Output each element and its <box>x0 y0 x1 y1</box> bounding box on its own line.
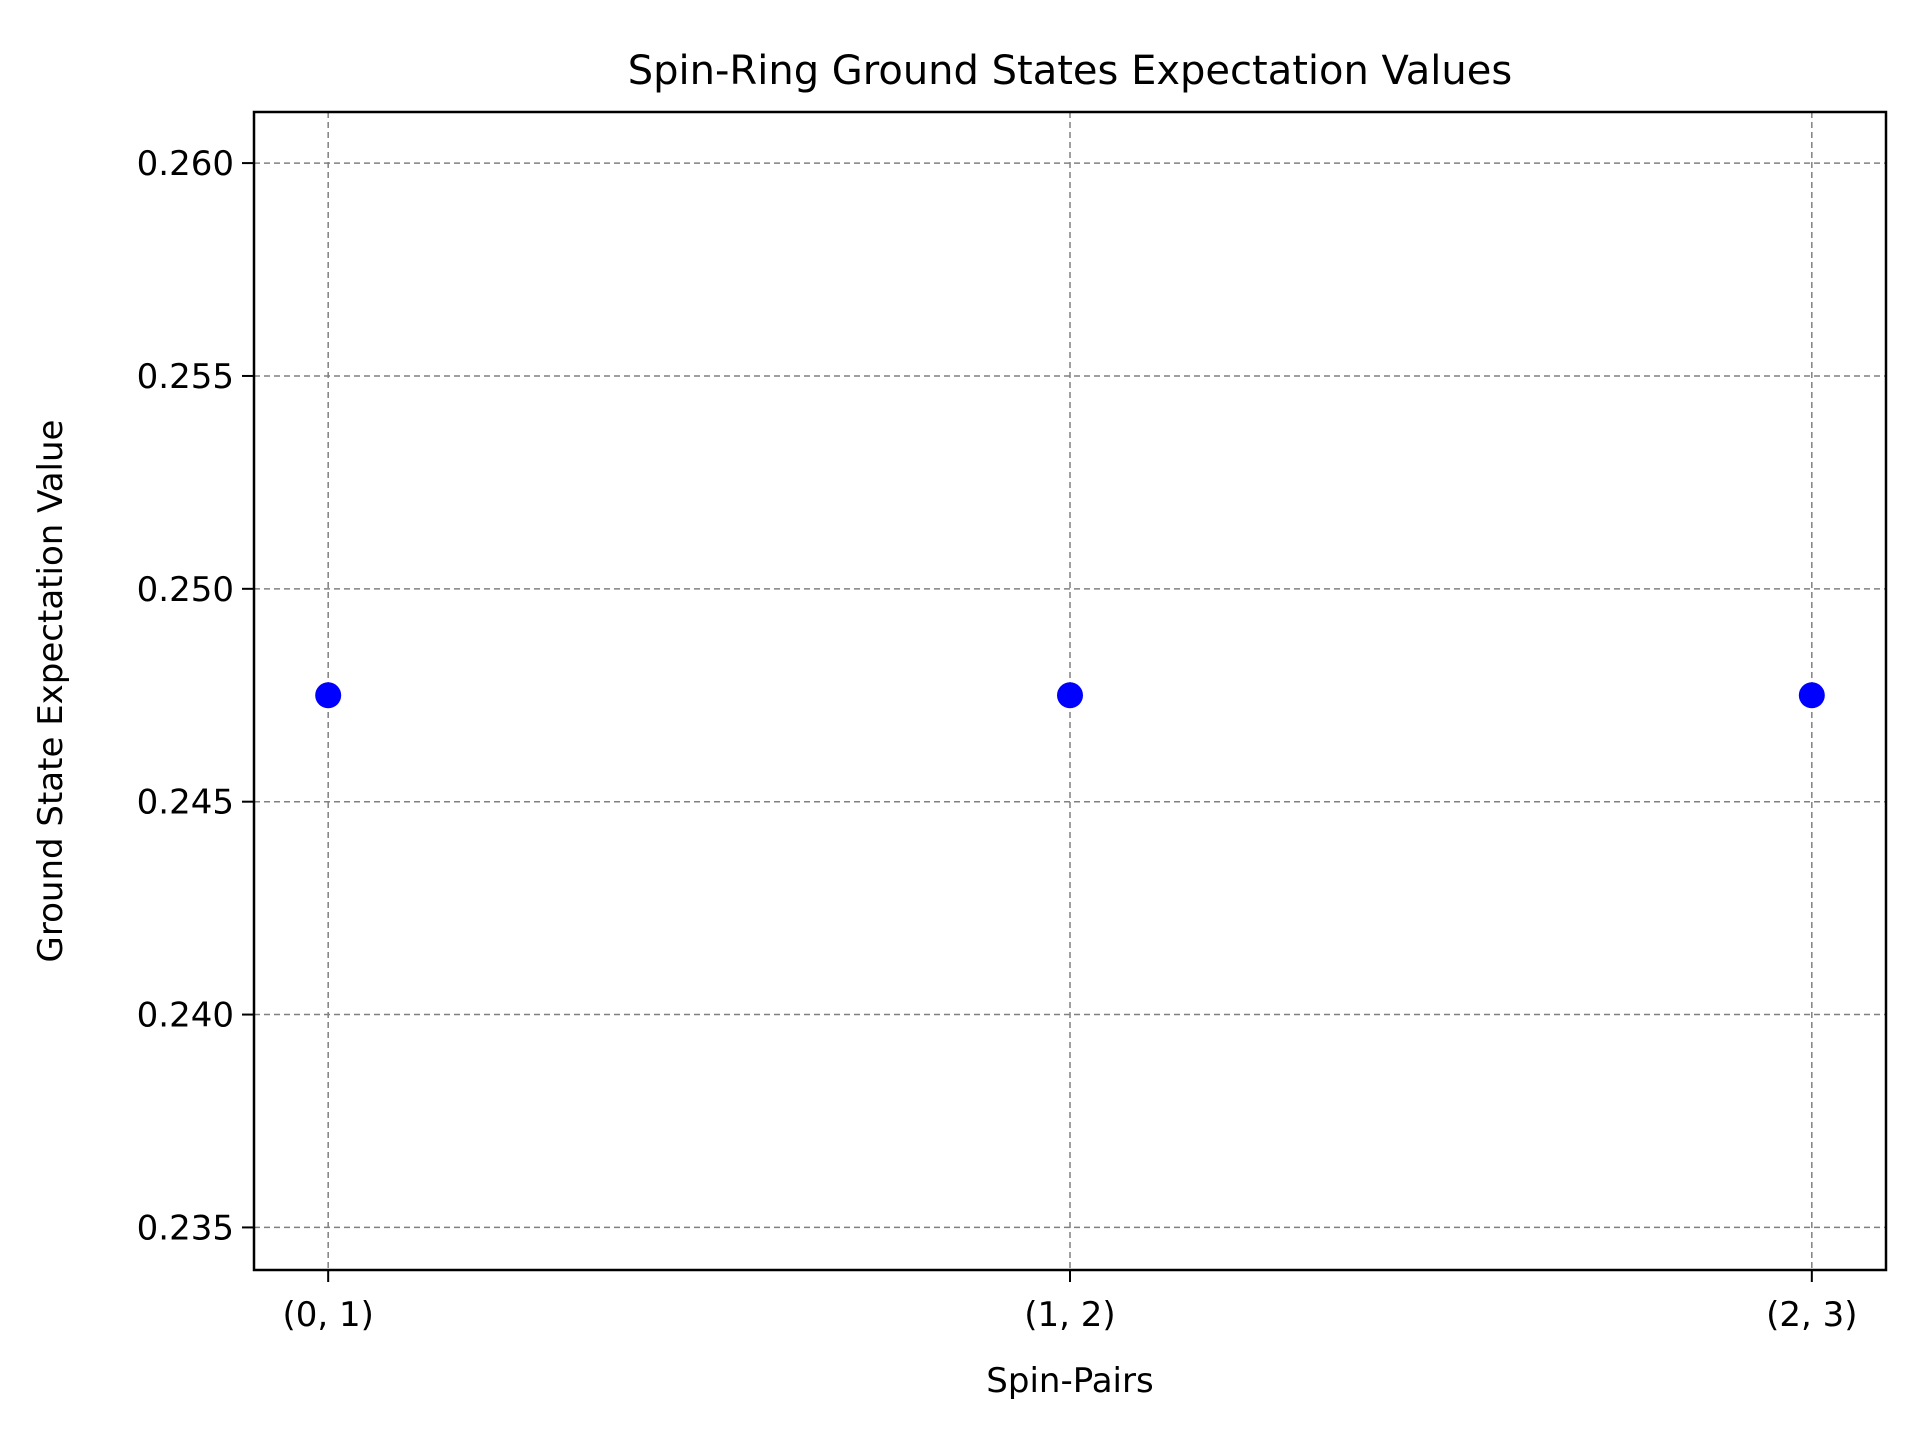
chart-title: Spin-Ring Ground States Expectation Valu… <box>628 48 1512 94</box>
x-tick-label: (2, 3) <box>1766 1295 1857 1335</box>
x-tick-label: (1, 2) <box>1024 1295 1115 1335</box>
y-tick-label: 0.250 <box>137 570 234 610</box>
x-tick-label: (0, 1) <box>282 1295 373 1335</box>
data-point <box>1057 682 1083 709</box>
y-axis-label: Ground State Expectation Value <box>31 420 71 963</box>
marks-layer <box>315 682 1825 709</box>
y-tick-label: 0.240 <box>137 996 234 1036</box>
x-axis-label: Spin-Pairs <box>986 1361 1153 1401</box>
data-point <box>315 682 342 709</box>
y-tick-label: 0.235 <box>137 1208 234 1248</box>
ticks-layer: 0.235 0.240 0.245 0.250 0.255 0.260 (0, 1) (1, … <box>137 144 1858 1335</box>
y-tick-label: 0.245 <box>137 783 234 823</box>
grid-layer <box>254 112 1886 1270</box>
y-tick-label: 0.260 <box>137 144 234 184</box>
data-point <box>1798 682 1825 709</box>
y-tick-label: 0.255 <box>137 357 234 397</box>
